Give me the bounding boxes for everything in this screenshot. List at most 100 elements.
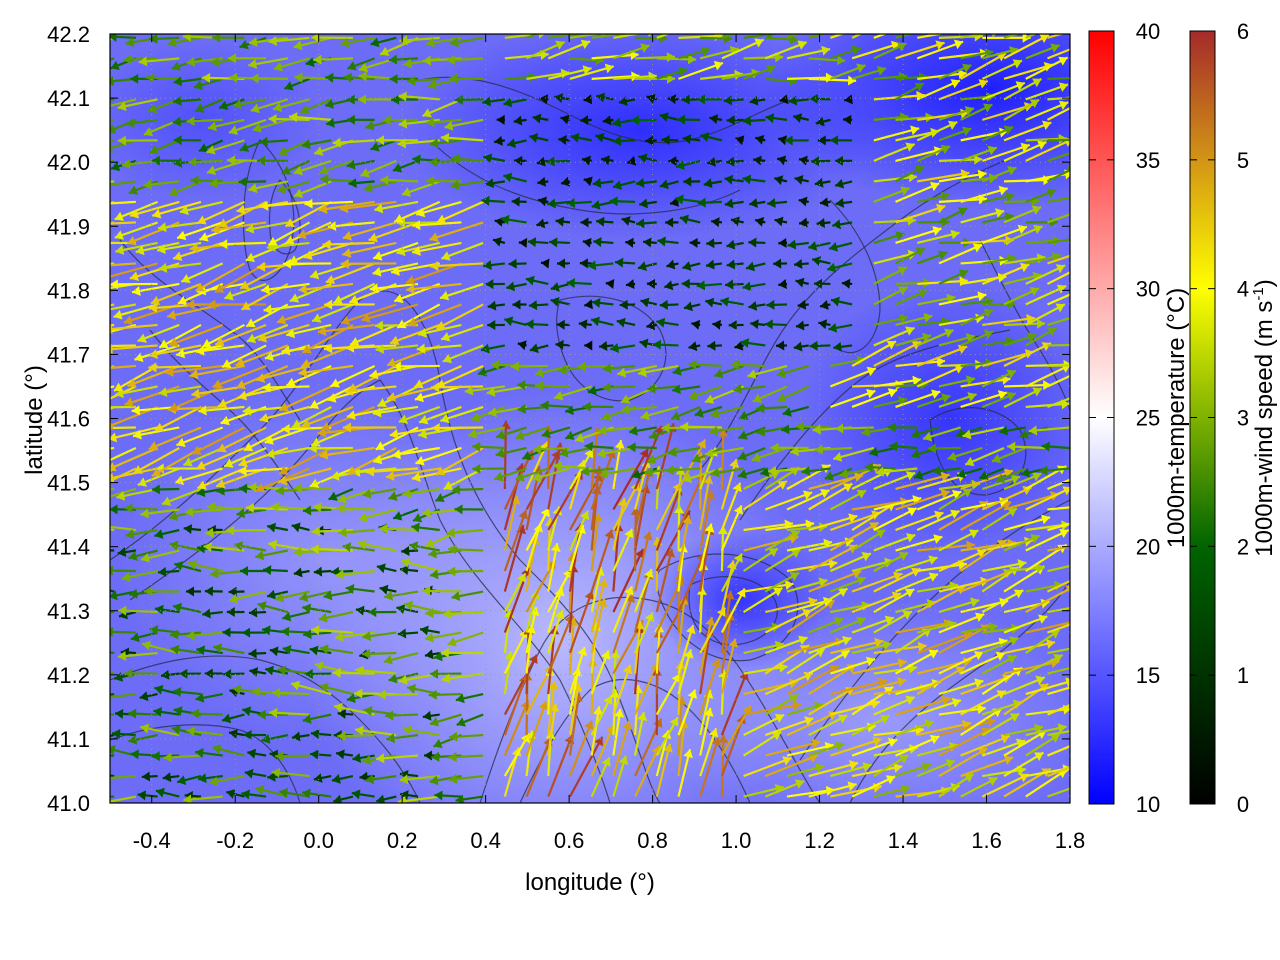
wind-arrow (764, 571, 800, 593)
wind-arrow (656, 34, 671, 39)
colorbar-tick-label: 20 (1136, 534, 1160, 559)
wind-arrow (873, 507, 918, 531)
wind-arrow (531, 467, 571, 483)
wind-arrow (680, 421, 722, 432)
wind-arrow (447, 631, 484, 647)
wind-arrow (637, 261, 658, 272)
wind-arrow (584, 299, 593, 310)
wind-arrow (340, 303, 397, 326)
wind-arrow (550, 282, 571, 292)
wind-arrow (697, 197, 722, 208)
wind-arrow (197, 773, 223, 784)
wind-arrow (1041, 441, 1070, 452)
wind-arrow (938, 704, 986, 716)
colorbar-tick-label: 3 (1237, 406, 1249, 431)
wind-arrow (659, 179, 679, 190)
wind-arrow (455, 692, 484, 704)
wind-arrow (392, 508, 419, 521)
wind-arrow (932, 465, 961, 476)
wind-arrow (399, 774, 440, 785)
wind-arrow (1025, 733, 1061, 757)
wind-arrow (346, 114, 375, 125)
y-tick-label: 41.5 (47, 471, 90, 496)
wind-arrow (720, 587, 746, 634)
wind-arrow (742, 115, 766, 126)
wind-arrow (137, 323, 180, 343)
wind-arrow (788, 95, 809, 106)
wind-arrow (764, 548, 801, 572)
wind-arrow (873, 375, 922, 388)
wind-arrow (412, 220, 462, 231)
wind-arrow (767, 465, 809, 476)
wind-arrow (645, 135, 657, 146)
wind-arrow (196, 645, 223, 656)
wind-arrow (1047, 766, 1070, 778)
wind-arrow (396, 303, 441, 329)
wind-arrow (580, 115, 592, 126)
wind-arrow (793, 259, 809, 269)
wind-arrow (598, 341, 614, 351)
wind-arrow (429, 138, 462, 149)
wind-arrow (257, 601, 289, 614)
wind-arrow (578, 319, 592, 330)
wind-arrow (592, 178, 614, 188)
wind-arrow (370, 36, 397, 48)
wind-arrow (612, 439, 625, 490)
wind-arrow (851, 65, 887, 80)
wind-arrow (186, 630, 223, 641)
wind-arrow (656, 66, 688, 80)
wind-arrow (110, 34, 136, 42)
wind-arrow (938, 63, 972, 80)
wind-arrow (614, 257, 636, 268)
wind-arrow (1047, 730, 1070, 737)
wind-arrow (895, 649, 939, 675)
wind-arrow (981, 59, 1023, 80)
wind-arrow (173, 96, 202, 107)
wind-arrow (1003, 751, 1045, 778)
wind-arrow (110, 77, 115, 80)
wind-arrow (110, 774, 136, 780)
wind-arrow (647, 383, 679, 394)
wind-arrow (841, 278, 853, 289)
wind-arrow (404, 600, 440, 614)
wind-arrow (916, 719, 972, 737)
wind-arrow (873, 314, 909, 327)
wind-arrow (313, 54, 353, 65)
wind-arrow (1047, 478, 1070, 491)
wind-arrow (917, 69, 967, 80)
wind-arrow (634, 568, 654, 613)
wind-arrow (238, 176, 267, 187)
wind-arrow (376, 794, 397, 803)
wind-arrow (110, 446, 159, 472)
wind-arrow (699, 736, 721, 797)
wind-arrow (743, 662, 788, 675)
wind-arrow (228, 53, 267, 64)
wind-arrow (832, 446, 875, 462)
wind-arrow (981, 224, 1028, 244)
wind-arrow (486, 385, 527, 397)
wind-arrow (110, 118, 115, 122)
wind-arrow (508, 258, 527, 269)
wind-arrow (209, 775, 245, 787)
wind-arrow (895, 555, 938, 573)
wind-arrow (190, 708, 223, 719)
wind-arrow (176, 426, 224, 448)
wind-arrow (503, 654, 538, 716)
wind-arrow (916, 229, 960, 244)
wind-arrow (188, 156, 223, 167)
wind-arrow (238, 446, 289, 468)
wind-arrow (318, 610, 354, 623)
wind-arrow (670, 405, 701, 421)
wind-arrow (916, 666, 966, 696)
wind-arrow (999, 425, 1026, 436)
wind-arrow (198, 405, 245, 416)
wind-arrow (110, 487, 137, 498)
wind-arrow (503, 572, 527, 613)
wind-speed-colorbar-ticks: 0 1 2 3 4 5 6 (1190, 19, 1249, 817)
colorbar-tick-label: 35 (1136, 148, 1160, 173)
wind-arrow (938, 106, 975, 121)
wind-arrow (386, 733, 419, 744)
wind-arrow (844, 94, 853, 105)
wind-arrow (232, 684, 267, 696)
wind-arrow (156, 241, 202, 255)
